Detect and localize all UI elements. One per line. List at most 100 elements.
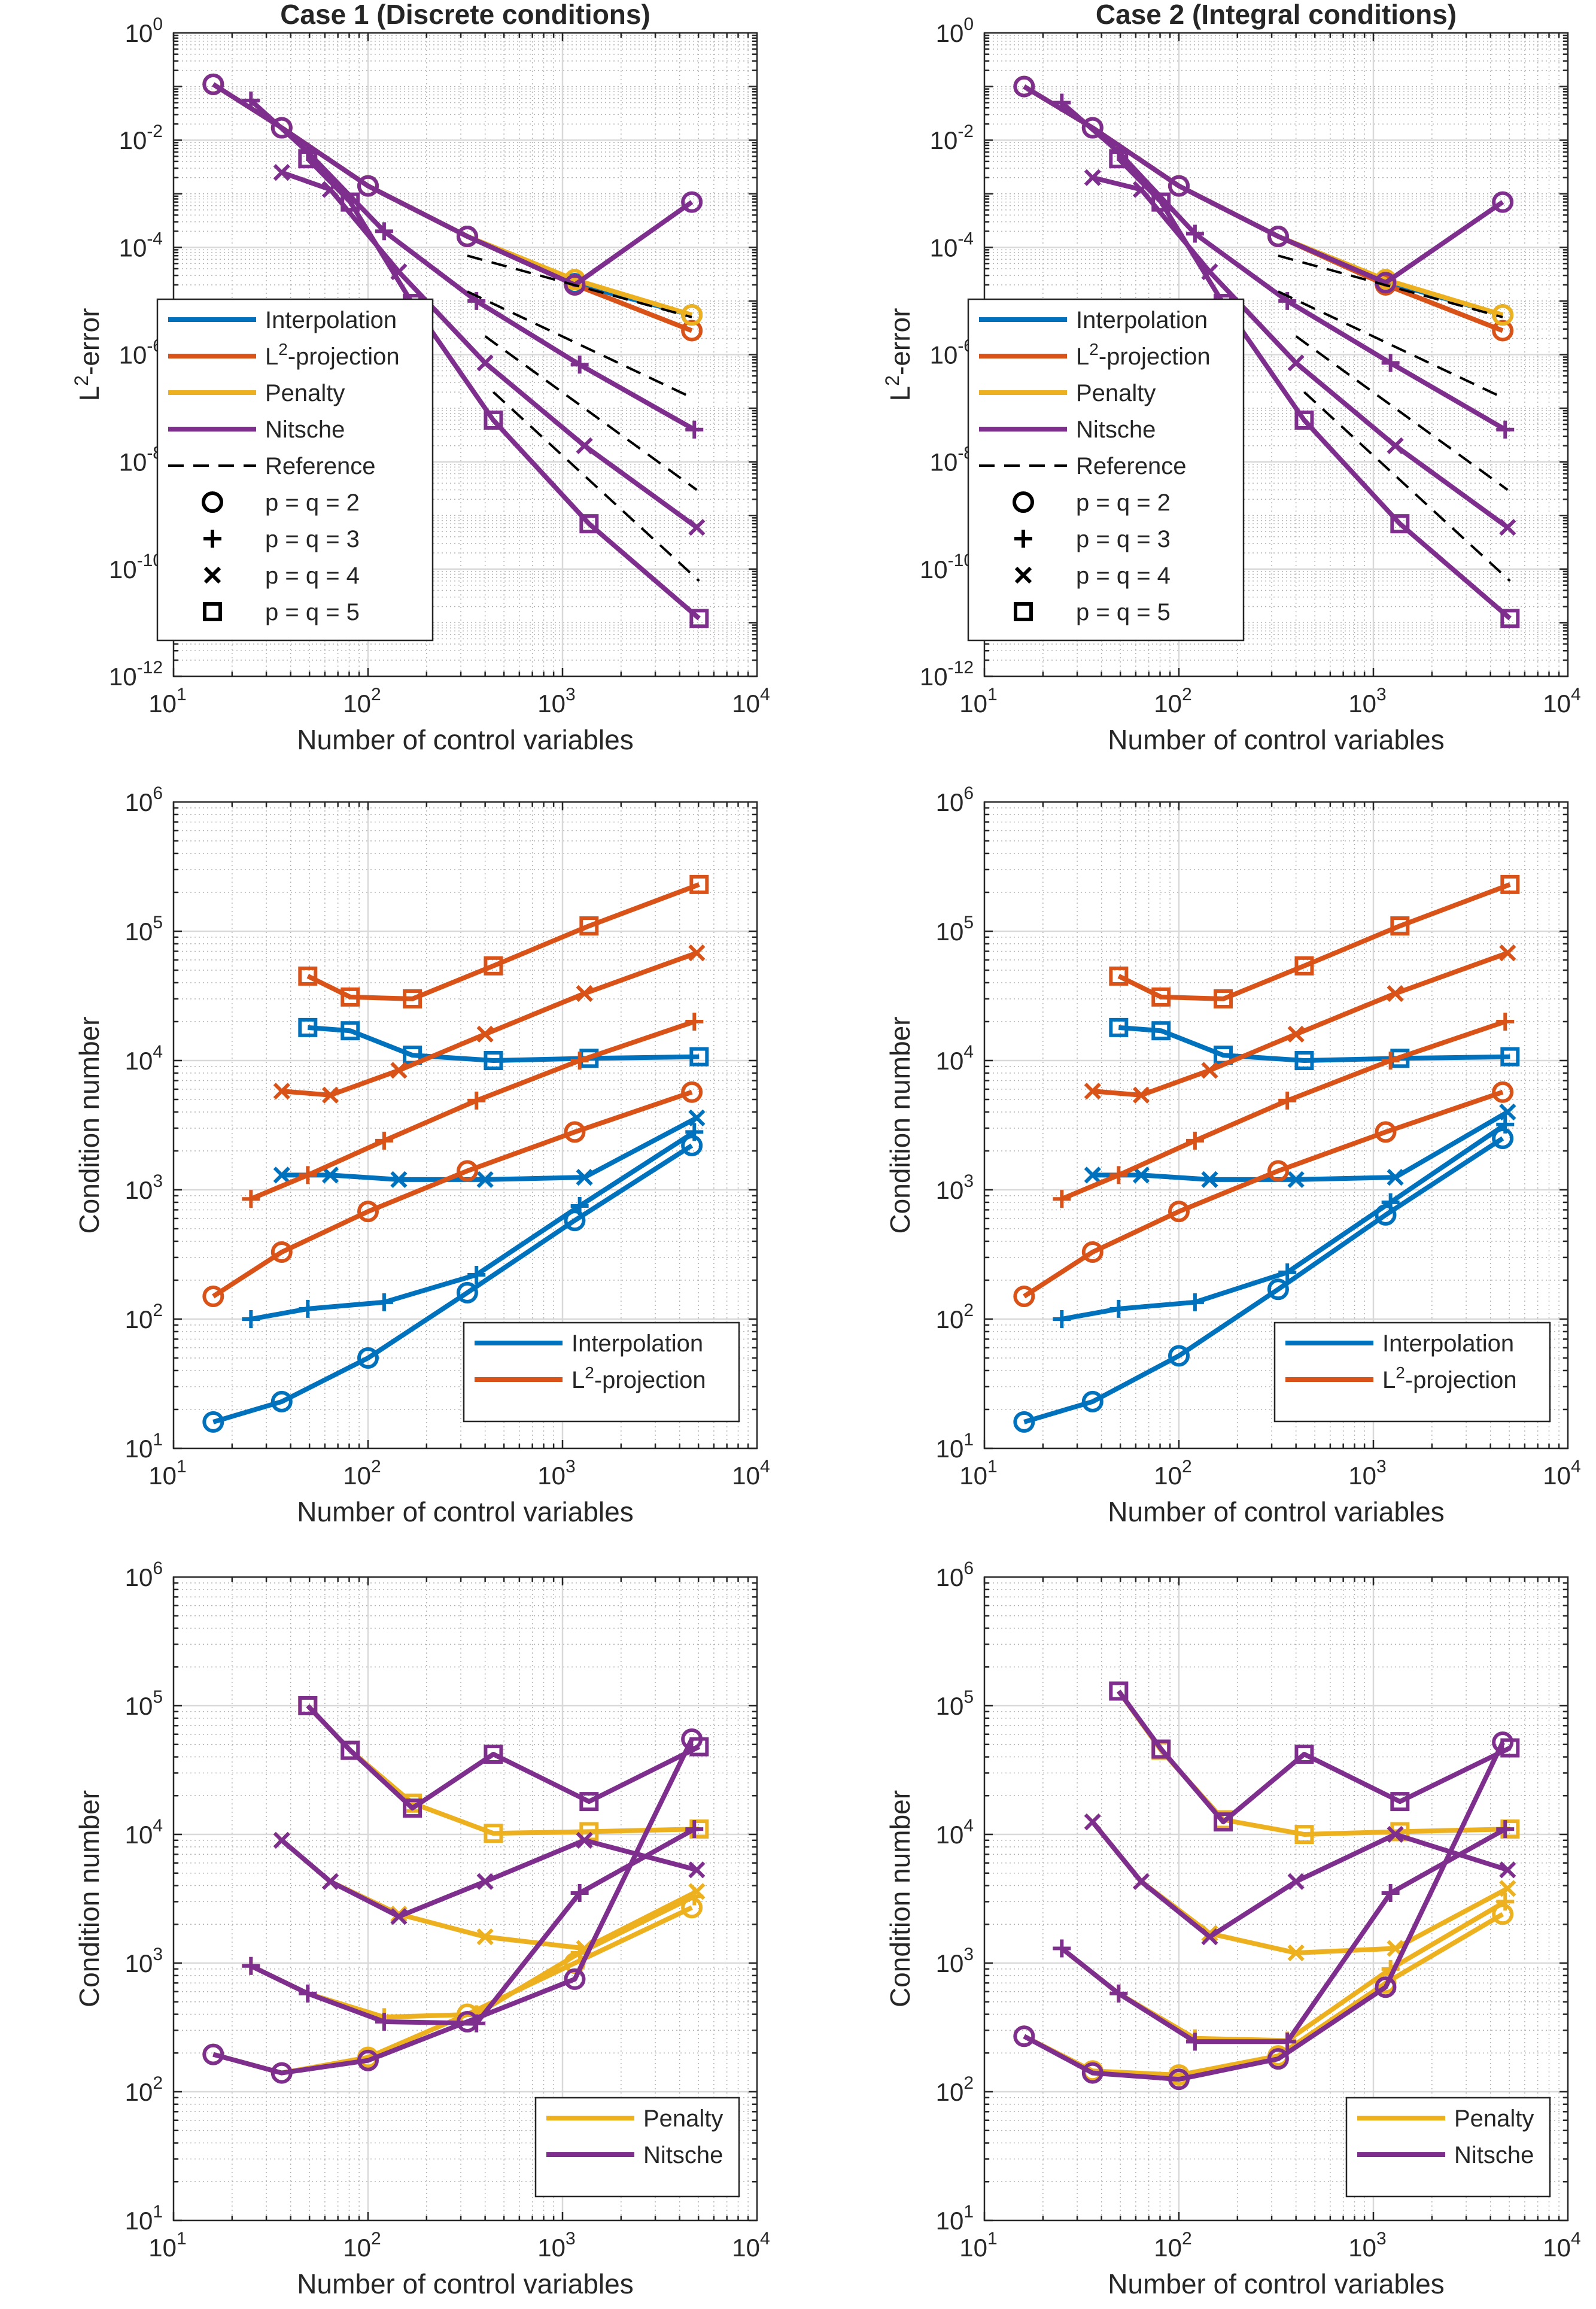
data-point-interpolation — [1287, 1171, 1305, 1189]
data-point-l2projection — [1013, 1285, 1035, 1307]
x-tick-label: 102 — [343, 685, 381, 718]
data-point-interpolation — [375, 1293, 393, 1311]
axes-box — [983, 801, 1569, 1450]
data-point-nitsche — [1387, 1825, 1404, 1843]
data-point-nitsche — [1013, 2025, 1035, 2047]
data-point-interpolation — [576, 1168, 593, 1186]
data-point-l2projection — [476, 1025, 494, 1043]
data-point-nitsche — [1109, 149, 1129, 169]
y-axis-label: L2-error — [71, 308, 105, 402]
legend-label-penalty: Penalty — [643, 2106, 723, 2132]
data-point-interpolation — [484, 1051, 503, 1070]
data-point-nitsche — [1492, 191, 1514, 213]
data-point-nitsche — [484, 1745, 503, 1764]
data-point-l2projection — [375, 1131, 393, 1150]
axes-box — [172, 1576, 758, 2222]
data-point-nitsche — [688, 1861, 706, 1879]
data-point-interpolation — [270, 1390, 293, 1412]
data-point-nitsche — [1287, 1873, 1305, 1890]
data-point-nitsche — [681, 191, 703, 213]
y-tick-label: 106 — [936, 1558, 974, 1591]
data-point-interpolation — [202, 1411, 224, 1433]
legend-label-marker: p = q = 3 — [1076, 526, 1171, 552]
grid — [984, 1577, 1568, 2220]
chart-panel-c2-error: 101 102 103 104 10-12 10-10 10-8 10-6 10-4 10-2 10… — [881, 14, 1581, 755]
chart-panel-c2-cond-b: 101 102 103 104 101 102 103 104 105 106 Number of … — [884, 1558, 1581, 2299]
y-tick-label: 10-4 — [119, 229, 163, 262]
data-point-l2projection — [298, 966, 318, 986]
y-axis-label: Condition number — [74, 1790, 105, 2007]
legend-label-marker: p = q = 3 — [265, 526, 360, 552]
data-point-l2projection — [1168, 1201, 1190, 1223]
data-point-nitsche — [1084, 1813, 1101, 1831]
legend: Interpolation L2-projection Penalty Nitsche… — [156, 298, 434, 642]
series-line-nitsche-5 — [1060, 1827, 1507, 2044]
data-point-interpolation — [321, 1166, 339, 1184]
legend-marker-1 — [1014, 530, 1032, 548]
chart-panel-c1-cond-b: 101 102 103 104 101 102 103 104 105 106 Number of … — [74, 1558, 770, 2299]
data-point-nitsche — [1185, 224, 1204, 243]
data-point-nitsche — [689, 1737, 709, 1757]
data-point-l2projection — [390, 1062, 408, 1079]
legend-label-penalty: Penalty — [1076, 380, 1156, 406]
data-point-interpolation — [685, 1123, 704, 1141]
data-point-l2projection — [1053, 1190, 1071, 1208]
x-axis-label: Number of control variables — [297, 1496, 633, 1527]
x-tick-label: 103 — [537, 2229, 575, 2262]
data-point-nitsche — [270, 2062, 293, 2084]
data-point-l2projection — [1109, 966, 1129, 986]
x-tick-label: 103 — [1348, 1457, 1386, 1490]
data-point-interpolation — [1294, 1051, 1314, 1070]
data-point-l2projection — [1214, 989, 1233, 1008]
y-tick-label: 101 — [125, 2202, 163, 2235]
series-group — [202, 73, 709, 628]
y-tick-label: 103 — [936, 1171, 974, 1204]
y-tick-label: 105 — [125, 913, 163, 946]
grid — [984, 802, 1568, 1448]
data-point-l2projection — [341, 987, 360, 1007]
data-point-interpolation — [242, 1310, 260, 1328]
data-point-interpolation — [688, 1109, 706, 1126]
data-point-l2projection — [579, 916, 599, 936]
data-point-interpolation — [1053, 1310, 1071, 1328]
y-tick-label: 104 — [125, 1816, 163, 1849]
data-point-nitsche — [1278, 2032, 1297, 2051]
data-point-l2projection — [1500, 874, 1520, 894]
legend: Penalty Nitsche — [1345, 2097, 1551, 2198]
series-line-reference-8 — [1278, 290, 1506, 400]
data-point-l2projection — [299, 1166, 317, 1184]
series-line-nitsche-6 — [280, 1837, 698, 1919]
series-group — [202, 874, 709, 1433]
x-tick-label: 104 — [732, 685, 770, 718]
y-tick-label: 102 — [125, 1301, 163, 1333]
data-point-nitsche — [576, 1831, 593, 1849]
y-tick-label: 102 — [125, 2073, 163, 2106]
data-point-nitsche — [1294, 1745, 1314, 1764]
data-point-nitsche — [1294, 410, 1314, 430]
data-point-nitsche — [579, 514, 599, 534]
data-point-interpolation — [570, 1196, 589, 1215]
data-point-interpolation — [1132, 1166, 1150, 1184]
data-point-nitsche — [1499, 1861, 1516, 1879]
data-point-l2projection — [1151, 987, 1171, 1007]
y-tick-label: 103 — [125, 1945, 163, 1977]
data-point-nitsche — [685, 1820, 704, 1839]
data-point-interpolation — [299, 1299, 317, 1318]
y-tick-label: 10-2 — [119, 121, 163, 154]
x-tick-label: 103 — [537, 685, 575, 718]
legend-label-marker: p = q = 2 — [265, 490, 360, 516]
data-point-interpolation — [1168, 1345, 1190, 1367]
y-tick-label: 102 — [936, 1301, 974, 1333]
y-tick-label: 10-10 — [109, 551, 163, 584]
x-tick-label: 103 — [537, 1457, 575, 1490]
legend-label-l2projection: L2-projection — [571, 1363, 706, 1393]
axes-box — [172, 801, 758, 1450]
data-point-nitsche — [1500, 609, 1520, 628]
data-point-interpolation — [1267, 1278, 1289, 1301]
data-point-nitsche — [341, 1740, 360, 1760]
series-line-nitsche-5 — [250, 1827, 696, 2026]
tick-marks — [172, 1577, 757, 2222]
data-point-interpolation — [689, 1047, 709, 1067]
series-line-reference-8 — [467, 290, 695, 400]
